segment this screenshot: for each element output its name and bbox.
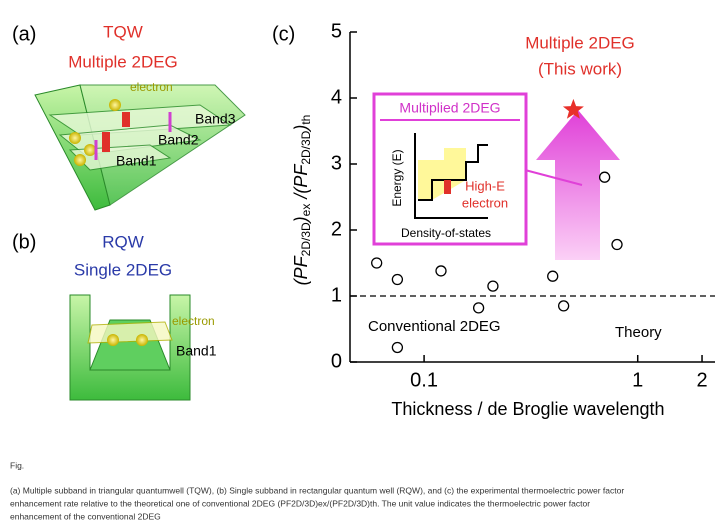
point: [547, 270, 559, 282]
series-label: Multiple 2DEG: [525, 33, 635, 52]
panel-title: RQW: [102, 232, 144, 251]
point: [391, 341, 404, 354]
x-axis-label: Thickness / de Broglie wavelength: [391, 399, 664, 419]
y-tick-label: 0: [331, 350, 342, 372]
point: [391, 273, 404, 286]
y-tick-label: 1: [331, 284, 342, 306]
caption-fig: Fig.: [10, 460, 24, 470]
y-label-subscript: th: [299, 115, 313, 125]
y-tick-label: 2: [331, 218, 342, 240]
point: [598, 171, 611, 183]
band-label: Band2: [158, 132, 199, 148]
inset-xlabel: Density-of-states: [401, 226, 491, 240]
rqw-diagram: [69, 294, 191, 401]
electron-label: electron: [172, 314, 215, 328]
x-tick-label: 1: [632, 369, 643, 391]
panel-label: (c): [272, 23, 295, 45]
x-tick-label: 0.1: [410, 369, 438, 391]
series-label: Conventional 2DEG: [368, 318, 501, 335]
point: [472, 302, 485, 314]
point: [487, 280, 499, 292]
electron-label: electron: [130, 80, 173, 94]
inset: [372, 92, 528, 246]
y-tick-label: 4: [331, 86, 342, 108]
annotation: (This work): [538, 59, 622, 78]
inset-title: Multiplied 2DEG: [399, 100, 500, 116]
point: [611, 238, 623, 251]
x-tick-label: 2: [696, 369, 707, 391]
panel-label: (b): [12, 231, 36, 253]
band-label: Band3: [195, 111, 236, 127]
star-marker: [562, 98, 584, 119]
y-label-part: (PF: [291, 255, 311, 285]
y-tick-label: 5: [331, 20, 342, 42]
reference-label: Theory: [615, 324, 662, 341]
caption-line: (a) Multiple subband in triangular quant…: [10, 485, 624, 495]
y-label-part: ): [291, 125, 311, 133]
y-label-subscript: 2D/3D: [299, 130, 313, 164]
enhancement-arrow: [524, 110, 620, 260]
panel-subtitle: Multiple 2DEG: [68, 52, 178, 71]
y-label-part: /(PF: [291, 164, 311, 204]
inset-ylabel: Energy (E): [390, 149, 404, 206]
caption-line: enhancement of the conventional 2DEG: [10, 511, 161, 521]
caption-line: enhancement rate relative to the theoret…: [10, 498, 590, 508]
panel-subtitle: Single 2DEG: [74, 260, 172, 279]
inset-note: High-E: [465, 178, 505, 193]
tqw-diagram: [34, 84, 246, 211]
band-label: Band1: [176, 343, 217, 359]
y-tick-label: 3: [331, 152, 342, 174]
panel-label: (a): [12, 23, 36, 45]
y-axis-label: (PF2D/3D)ex /(PF2D/3D)th: [291, 115, 313, 286]
point: [435, 265, 447, 277]
point: [371, 257, 383, 269]
y-label-subscript: 2D/3D: [299, 222, 313, 256]
y-label-part: ): [291, 216, 311, 224]
y-label-subscript: ex: [299, 204, 313, 217]
point: [557, 300, 570, 312]
panel-title: TQW: [103, 22, 143, 41]
band-label: Band1: [116, 153, 157, 169]
inset-note: electron: [462, 195, 508, 210]
